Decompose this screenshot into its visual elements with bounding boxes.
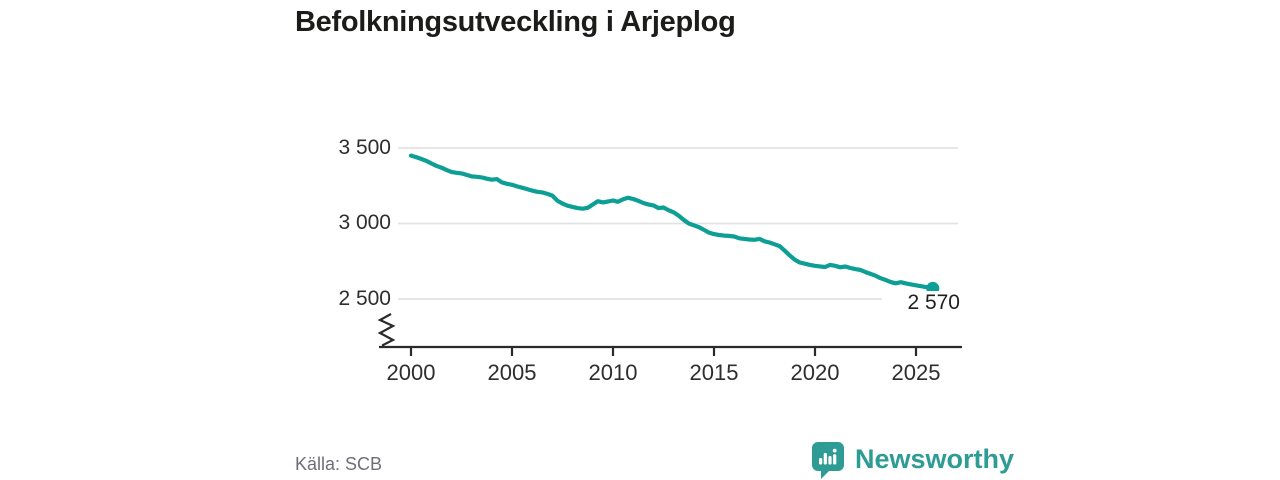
x-tick-2015: 2015 [689,360,739,385]
brand-name: Newsworthy [855,444,1015,474]
last-value-label: 2 570 [882,291,960,315]
y-tick-3500: 3 500 [338,136,391,159]
axis-break-icon [377,313,396,347]
x-tick-2020: 2020 [790,360,840,385]
x-tick-2005: 2005 [487,360,537,385]
logo-bar-chart-glyph [819,448,837,465]
source-note: Källa: SCB [295,454,383,474]
x-tick-2010: 2010 [588,360,638,385]
newsworthy-branding: Newsworthy [810,441,1014,479]
x-axis [379,345,962,356]
x-tick-2000: 2000 [386,360,436,385]
y-tick-3000: 3 000 [338,211,391,234]
population-line [408,153,935,291]
page-title: Befolkningsutveckling i Arjeplog [295,6,736,38]
x-tick-2025: 2025 [891,360,941,385]
newsworthy-logo-icon [812,442,844,479]
gridlines [398,147,958,300]
y-tick-2500: 2 500 [338,287,391,310]
